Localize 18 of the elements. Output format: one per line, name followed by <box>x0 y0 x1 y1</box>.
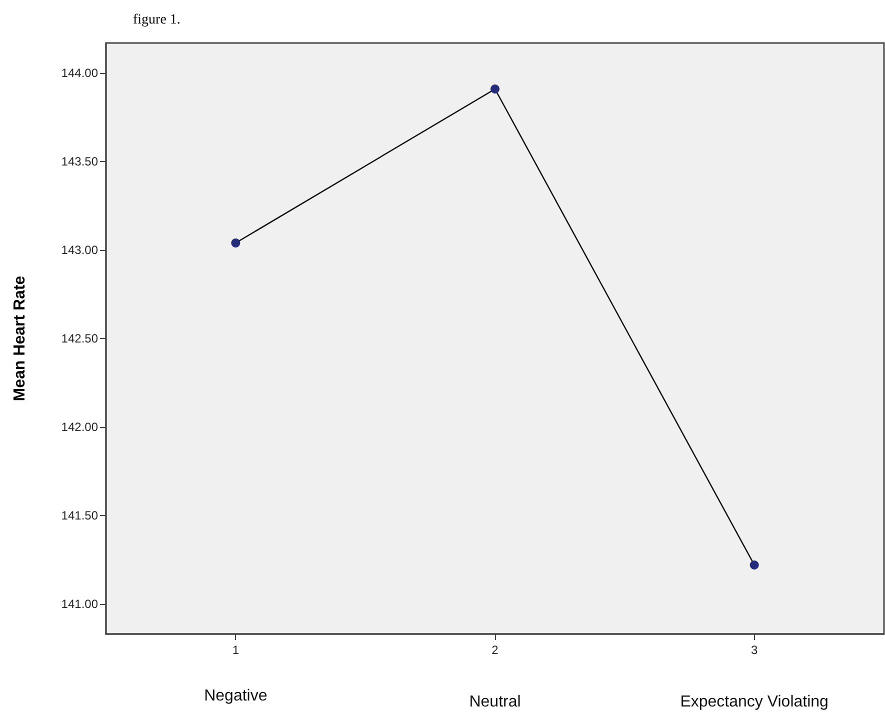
y-tick-label: 143.00 <box>61 243 98 258</box>
point <box>750 560 759 570</box>
text: Negative <box>204 688 268 704</box>
point <box>490 84 500 94</box>
text: Neutral <box>469 694 521 710</box>
x-tick-label: 2 <box>492 643 499 657</box>
x-tick-label: 3 <box>750 643 758 657</box>
point <box>231 238 240 248</box>
y-tick-label: 142.50 <box>61 332 98 346</box>
chart-title: figure 1. <box>133 12 180 28</box>
y-tick-label: 142.00 <box>61 420 98 434</box>
text: Expectancy Violating <box>680 694 828 710</box>
y-axis-title: Mean Heart Rate <box>12 276 28 402</box>
y-tick-label: 141.50 <box>61 508 98 522</box>
x-tick-label: 1 <box>232 643 240 657</box>
y-tick-label: 144.00 <box>61 66 98 80</box>
y-tick-label: 143.50 <box>61 154 98 169</box>
y-tick-label: 141.00 <box>61 596 98 611</box>
